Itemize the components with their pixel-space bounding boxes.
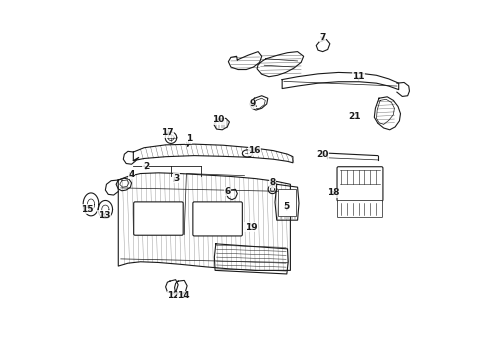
Text: 15: 15 [81,205,94,214]
Text: 20: 20 [316,150,328,159]
Text: 13: 13 [98,211,110,220]
FancyBboxPatch shape [133,202,183,235]
Text: 21: 21 [348,112,361,121]
Text: 2: 2 [142,162,149,171]
Text: 11: 11 [351,72,364,81]
Text: 8: 8 [269,178,275,187]
Text: 9: 9 [249,99,255,108]
Text: 6: 6 [224,187,230,196]
Text: 7: 7 [319,33,325,42]
Text: 4: 4 [128,170,135,179]
Text: 18: 18 [326,188,339,197]
FancyBboxPatch shape [336,167,382,201]
Text: 3: 3 [173,174,179,183]
Text: 14: 14 [177,291,189,300]
Text: 17: 17 [161,128,173,137]
FancyBboxPatch shape [337,201,382,218]
Text: 16: 16 [248,146,260,155]
Bar [278,189,296,216]
Text: 1: 1 [185,134,192,143]
Text: 5: 5 [283,202,289,211]
Text: 19: 19 [244,223,257,232]
Text: 12: 12 [167,291,180,300]
Text: 10: 10 [212,115,224,124]
FancyBboxPatch shape [192,202,242,236]
